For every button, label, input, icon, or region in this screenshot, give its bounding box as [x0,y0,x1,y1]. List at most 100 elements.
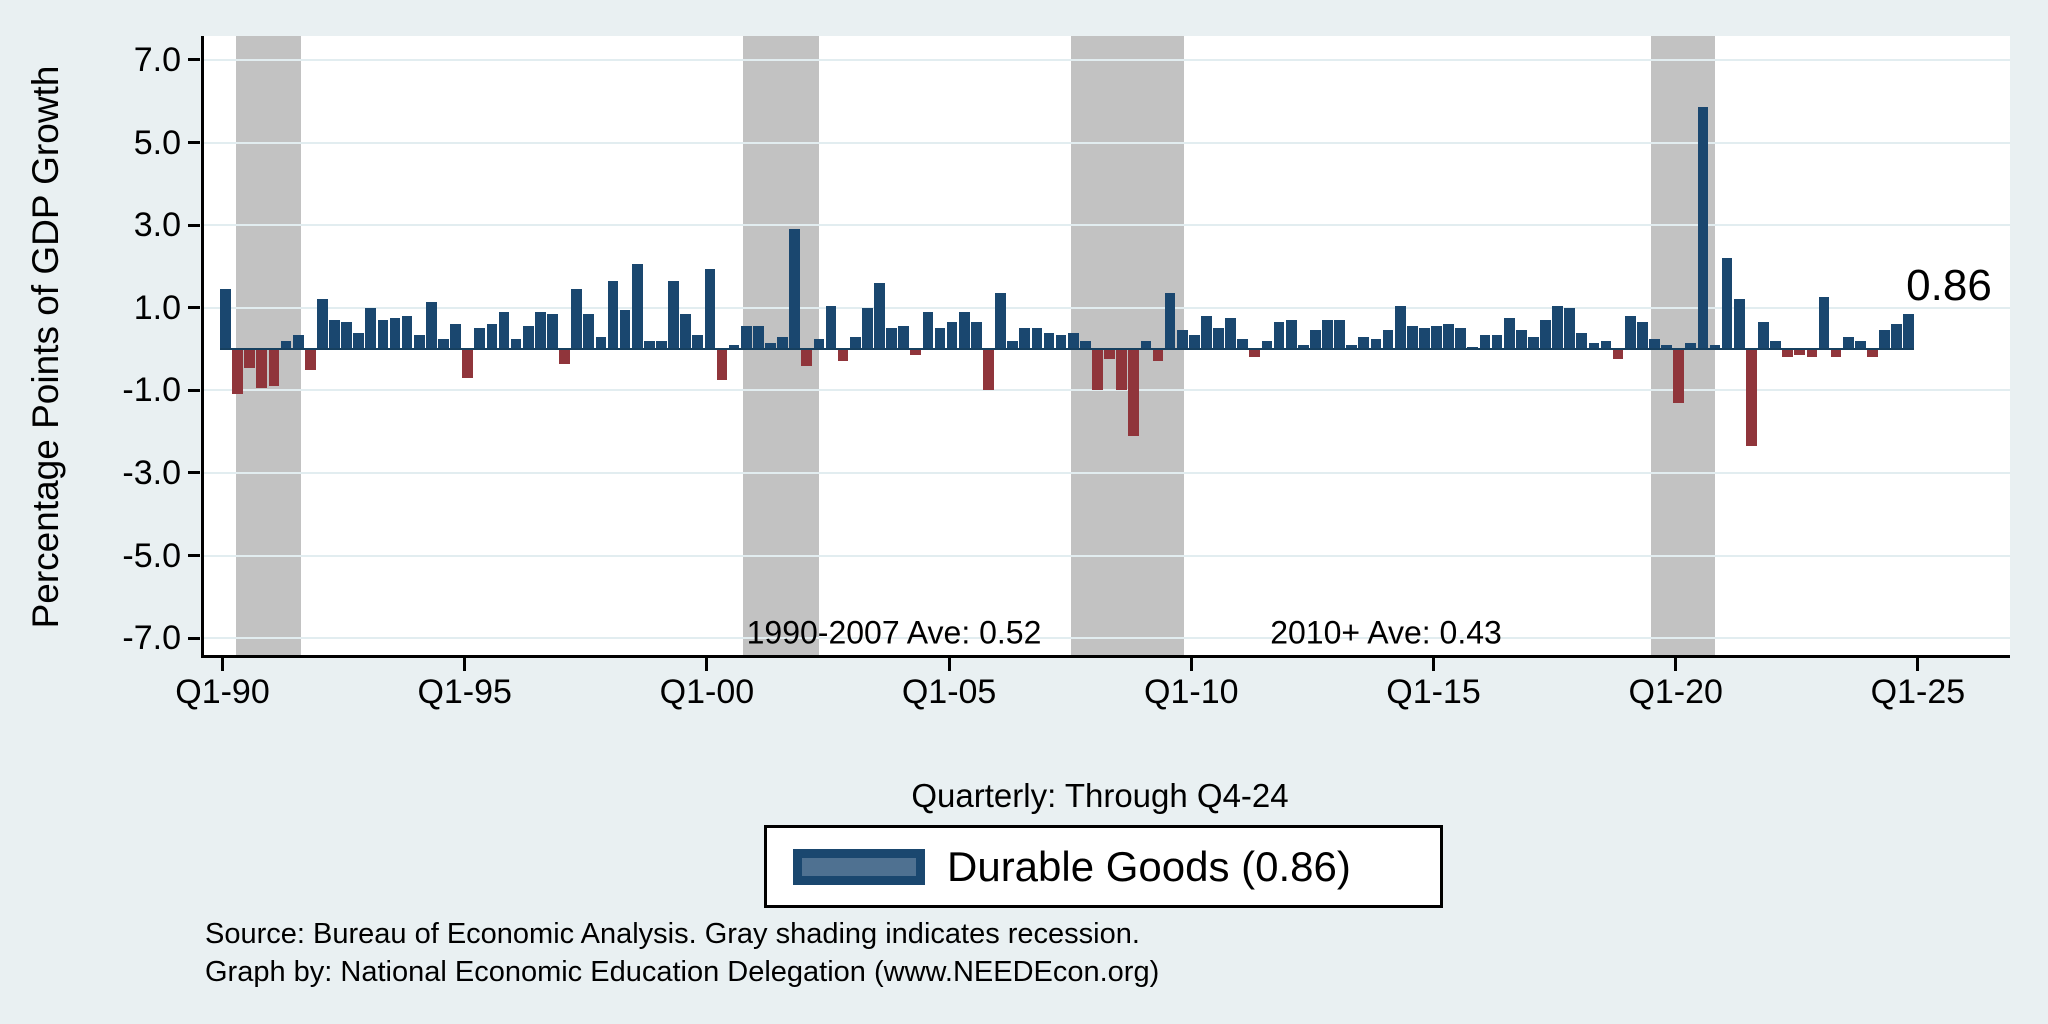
bar-q93 [1346,344,1358,349]
bar-q112 [1576,332,1588,349]
y-tick-5 [188,141,200,144]
bar-q73 [1104,349,1115,360]
legend-swatch-inner-fill [802,858,916,876]
bar-q130 [1794,349,1806,356]
end-value-label: 0.86 [1906,261,1992,310]
bar-q26 [535,311,546,349]
bar-q54 [874,282,885,349]
bar-q11 [353,332,365,349]
legend-swatch-bar-icon [793,849,925,885]
x-tick-Q1-95 [463,658,467,671]
bar-q50 [825,305,837,349]
bar-q89 [1297,344,1309,349]
bar-q23 [498,311,510,349]
x-tick-Q1-00 [705,658,709,671]
bar-q48 [801,349,813,366]
bar-q40 [704,268,716,349]
bar-q10 [341,322,352,349]
bar-q9 [329,320,340,349]
bar-q43 [740,326,752,349]
bar-q65 [1007,340,1019,349]
bar-q100 [1431,326,1442,349]
bar-q94 [1358,336,1370,349]
bar-q61 [958,311,970,349]
y-tick-label--5: -5.0 [122,536,181,575]
bar-q125 [1733,299,1745,349]
bar-q77 [1152,349,1164,362]
x-tick-label-Q1-25: Q1-25 [1870,673,1966,711]
bar-q44 [752,326,764,349]
y-tick--1 [188,388,200,392]
bar-q13 [377,320,389,349]
bar-q19 [450,324,461,349]
gridline-y-1 [204,306,2010,309]
bar-q83 [1225,318,1236,349]
bar-q64 [995,293,1006,349]
x-tick-label-Q1-15: Q1-15 [1386,673,1481,711]
bar-q123 [1709,344,1721,349]
bar-q22 [486,324,498,349]
y-tick-label-7: 7.0 [133,40,181,79]
bar-q7 [304,349,316,370]
bar-q81 [1201,316,1212,349]
bar-q53 [861,307,873,349]
y-tick--7 [188,636,200,640]
source-line: Source: Bureau of Economic Analysis. Gra… [205,918,1140,950]
bar-q51 [837,349,849,362]
y-tick-label-3: 3.0 [133,206,181,245]
zero-line [220,348,1915,350]
x-tick-label-Q1-20: Q1-20 [1628,673,1723,711]
x-tick-label-Q1-05: Q1-05 [901,673,997,711]
bar-q97 [1394,305,1406,349]
bar-q63 [983,349,994,391]
y-tick-label--1: -1.0 [122,371,181,410]
y-tick--3 [188,471,200,475]
bar-q87 [1273,322,1285,349]
bar-q36 [656,340,667,349]
bar-q139 [1903,313,1915,349]
bar-q72 [1092,349,1103,391]
bar-q111 [1564,307,1576,349]
graph-by-line: Graph by: National Economic Education De… [205,956,1160,988]
bar-q101 [1443,324,1454,349]
bar-q14 [389,318,401,349]
bar-q4 [268,349,280,387]
x-axis-subtitle: Quarterly: Through Q4-24 [911,777,1289,814]
bar-q136 [1867,349,1878,358]
bar-q28 [559,349,570,364]
y-tick-1 [188,306,200,310]
bar-q103 [1467,346,1479,349]
bar-q37 [668,280,679,349]
bar-q131 [1806,349,1818,358]
y-tick-3 [188,223,200,227]
bar-q106 [1503,318,1515,349]
bar-q86 [1261,340,1273,349]
bar-q68 [1043,332,1055,349]
bar-q39 [692,334,704,349]
bar-q137 [1879,330,1890,349]
bar-q47 [789,229,801,349]
bar-q76 [1140,340,1152,349]
bar-q56 [898,326,910,349]
x-tick-label-Q1-95: Q1-95 [417,673,512,711]
bar-q118 [1649,338,1660,349]
bar-q99 [1419,328,1430,349]
bar-q15 [401,316,413,349]
bar-q32 [607,280,619,349]
bar-q105 [1491,334,1503,349]
x-tick-Q1-90 [221,658,224,671]
bar-q85 [1249,349,1261,358]
gridline-y--7 [204,637,2010,640]
bar-q25 [522,326,534,349]
annotation-ave-1990-2007: 1990-2007 Ave: 0.52 [746,614,1042,651]
bar-q116 [1624,316,1636,349]
bar-q70 [1067,332,1079,349]
bar-q78 [1164,293,1176,349]
x-tick-Q1-20 [1674,658,1678,671]
bar-q107 [1515,330,1527,349]
bar-q108 [1528,336,1539,349]
x-tick-label-Q1-90: Q1-90 [175,673,270,711]
bar-q35 [643,340,655,349]
y-tick-label-1: 1.0 [133,288,181,327]
bar-q124 [1721,258,1733,349]
